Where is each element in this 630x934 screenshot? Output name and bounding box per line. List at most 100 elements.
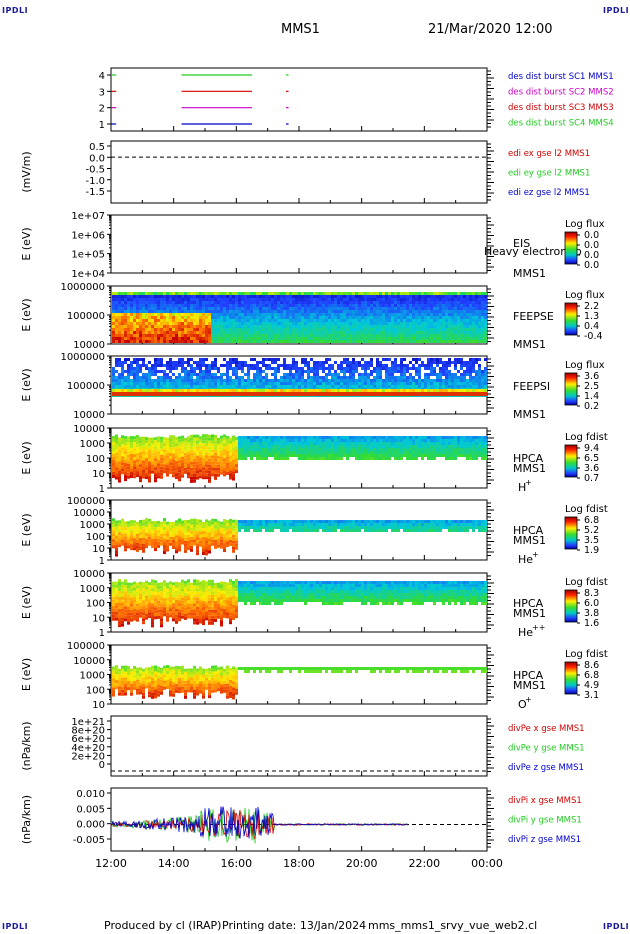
spectrogram-cell bbox=[190, 373, 193, 376]
spectrogram-cell bbox=[481, 313, 484, 316]
spectrogram-cell bbox=[463, 331, 466, 334]
spectrogram-cell bbox=[277, 292, 280, 295]
spectrogram-cell bbox=[142, 364, 145, 367]
spectrogram-cell bbox=[265, 376, 268, 379]
spectrogram-cell bbox=[403, 373, 406, 376]
spectrogram-cell bbox=[145, 292, 148, 295]
spectrogram-cell bbox=[172, 373, 175, 376]
spectrogram-cell bbox=[142, 382, 145, 385]
spectrogram-cell bbox=[376, 310, 379, 313]
spectrogram-cell bbox=[433, 313, 436, 316]
spectrogram-cell bbox=[205, 313, 208, 316]
spectrogram-cell bbox=[259, 304, 262, 307]
spectrogram-cell bbox=[133, 298, 136, 301]
spectrogram-cell bbox=[130, 468, 133, 472]
spectrogram-cell bbox=[247, 331, 250, 334]
spectrogram-cell bbox=[268, 310, 271, 313]
spectrogram-cell bbox=[415, 319, 418, 322]
spectrogram-cell bbox=[175, 367, 178, 370]
spectrogram-cell bbox=[478, 319, 481, 322]
spectrogram-cell bbox=[121, 389, 124, 392]
spectrogram-cell bbox=[484, 376, 487, 379]
spectrogram-cell bbox=[160, 469, 163, 473]
spectrogram-cell bbox=[406, 340, 409, 343]
spectrogram-cell bbox=[112, 301, 115, 304]
spectrogram-cell bbox=[169, 364, 172, 367]
spectrogram-cell bbox=[265, 445, 268, 448]
spectrogram-cell bbox=[346, 310, 349, 313]
spectrogram-cell bbox=[298, 451, 301, 454]
spectrogram-cell bbox=[247, 454, 250, 457]
spectrogram-cell bbox=[439, 392, 442, 396]
spectrogram-cell bbox=[202, 331, 205, 334]
spectrogram-cell bbox=[340, 376, 343, 379]
spectrogram-cell bbox=[133, 475, 136, 479]
spectrogram-cell bbox=[232, 389, 235, 392]
spectrogram-cell bbox=[166, 307, 169, 310]
colorbar-tick-label: 0.0 bbox=[584, 230, 599, 241]
spectrogram-cell bbox=[451, 295, 454, 298]
spectrogram-cell bbox=[130, 337, 133, 340]
spectrogram-cell bbox=[280, 304, 283, 307]
spectrogram-cell bbox=[193, 452, 196, 456]
spectrogram-cell bbox=[412, 392, 415, 396]
spectrogram-cell bbox=[181, 474, 184, 478]
spectrogram-cell bbox=[412, 334, 415, 337]
spectrogram-cell bbox=[262, 292, 265, 295]
spectrogram-cell bbox=[145, 373, 148, 376]
spectrogram-cell bbox=[406, 304, 409, 307]
spectrogram-cell bbox=[112, 465, 115, 469]
spectrogram-cell bbox=[241, 304, 244, 307]
spectrogram-cell bbox=[310, 322, 313, 325]
spectrogram-cell bbox=[304, 436, 307, 439]
spectrogram-cell bbox=[397, 385, 400, 388]
spectrogram-cell bbox=[448, 319, 451, 322]
spectrogram-cell bbox=[475, 370, 478, 373]
spectrogram-cell bbox=[331, 325, 334, 328]
spectrogram-cell bbox=[202, 328, 205, 331]
spectrogram-cell bbox=[331, 337, 334, 340]
spectrogram-cell bbox=[157, 376, 160, 379]
spectrogram-cell bbox=[400, 373, 403, 376]
spectrogram-cell bbox=[307, 319, 310, 322]
spectrogram-cell bbox=[130, 373, 133, 376]
spectrogram-cell bbox=[403, 367, 406, 370]
legend-entry: des dist burst SC3 MMS3 bbox=[508, 103, 614, 113]
spectrogram-cell bbox=[394, 304, 397, 307]
spectrogram-cell bbox=[256, 448, 259, 451]
spectrogram-cell bbox=[280, 322, 283, 325]
spectrogram-cell bbox=[229, 470, 232, 474]
instrument-label: EIS bbox=[513, 237, 530, 250]
spectrogram-cell bbox=[451, 322, 454, 325]
spectrogram-cell bbox=[145, 446, 148, 450]
spectrogram-cell bbox=[253, 436, 256, 439]
spectrogram-cell bbox=[184, 316, 187, 319]
spectrogram-cell bbox=[211, 319, 214, 322]
spectrogram-cell bbox=[217, 310, 220, 313]
spectrogram-cell bbox=[208, 464, 211, 468]
spectrogram-cell bbox=[406, 298, 409, 301]
spectrogram-cell bbox=[121, 392, 124, 396]
spectrogram-cell bbox=[418, 373, 421, 376]
spectrogram-cell bbox=[136, 373, 139, 376]
spectrogram-cell bbox=[259, 328, 262, 331]
spectrogram-cell bbox=[226, 310, 229, 313]
spectrogram-cell bbox=[334, 337, 337, 340]
spectrogram-cell bbox=[271, 382, 274, 385]
spectrogram-cell bbox=[346, 361, 349, 364]
spectrogram-cell bbox=[226, 328, 229, 331]
spectrogram-cell bbox=[475, 376, 478, 379]
spectrogram-cell bbox=[145, 322, 148, 325]
spectrogram-cell bbox=[175, 458, 178, 462]
spectrogram-cell bbox=[298, 322, 301, 325]
spectrogram-cell bbox=[481, 298, 484, 301]
spectrogram-cell bbox=[442, 331, 445, 334]
spectrogram-cell bbox=[211, 316, 214, 319]
spectrogram-cell bbox=[349, 361, 352, 364]
spectrogram-cell bbox=[190, 458, 193, 462]
spectrogram-cell bbox=[433, 328, 436, 331]
spectrogram-cell bbox=[361, 376, 364, 379]
spectrogram-cell bbox=[226, 373, 229, 376]
spectrogram-cell bbox=[115, 385, 118, 388]
spectrogram-cell bbox=[142, 322, 145, 325]
